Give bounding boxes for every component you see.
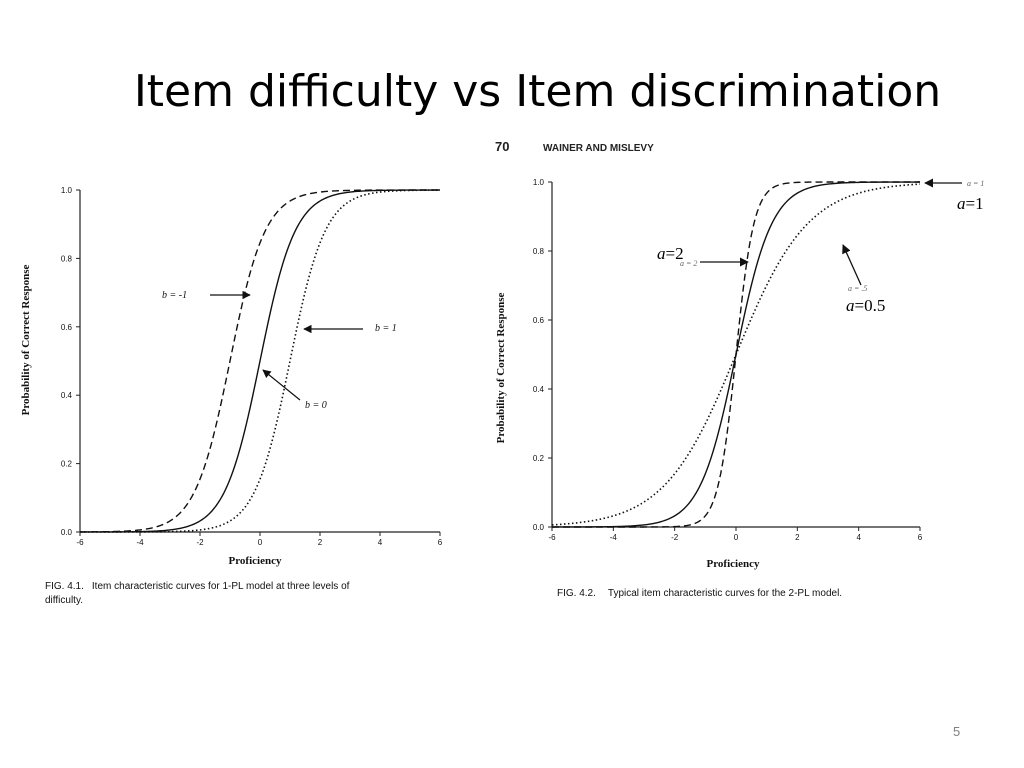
fig1-x-tick-label: 4 [378,538,383,547]
page-number: 5 [953,724,961,739]
fig2-x-tick-label: -6 [548,533,556,542]
fig1-arrow-b-0 [262,369,301,401]
fig1-y-tick-label: 0.8 [61,254,73,263]
fig1-y-tick-label: 1.0 [61,186,73,195]
fig1-x-tick-label: -2 [196,538,204,547]
figure-4-2: -6 -4 -2 0 2 4 6 0.0 0.2 0.4 0.6 0.8 1.0 Probability… [495,178,984,599]
fig2-label-a-05: a=0.5 [846,296,885,315]
fig2-label-a-2: a=2 [657,244,684,263]
fig1-label-b-minus-1: b = -1 [162,290,187,301]
fig2-y-tick-label: 0.2 [533,454,545,463]
fig2-y-axis-label: Probability of Correct Response [495,292,507,443]
fig2-printed-label-a-05: a = .5 [848,284,867,293]
slide-title: Item difficulty vs Item discrimination [133,66,942,117]
figure-4-1: -6 -4 -2 0 2 4 6 0.0 0.2 0.4 0.6 0.8 1.0 Probability… [20,186,443,606]
fig1-label-b-0: b = 0 [305,400,327,411]
fig1-y-tick-label: 0.4 [61,391,73,400]
fig1-y-tick-label: 0.2 [61,460,73,469]
fig2-y-tick-label: 0.0 [533,523,545,532]
fig2-x-tick-label: 2 [795,533,800,542]
fig1-curve-dotted [80,189,441,533]
fig2-caption-text: Typical item characteristic curves for t… [608,588,842,599]
fig1-caption-line2: difficulty. [45,595,83,606]
fig2-arrow-a-05 [842,244,862,286]
fig2-printed-label-a-1: a = 1 [967,179,984,188]
fig1-x-tick-label: -4 [136,538,144,547]
fig2-y-tick-label: 0.4 [533,385,545,394]
fig2-printed-label-a-2: a = 2 [680,259,697,268]
fig2-y-tick-label: 1.0 [533,178,545,187]
fig2-x-tick-label: -2 [671,533,679,542]
fig2-x-tick-label: -4 [610,533,618,542]
fig1-x-tick-label: 2 [318,538,323,547]
fig2-figure-number: FIG. 4.2. [557,588,596,599]
fig2-x-tick-label: 4 [856,533,861,542]
fig2-label-a-1: a=1 [957,194,984,213]
fig1-x-axis-label: Proficiency [229,555,282,567]
fig1-y-tick-label: 0.0 [61,528,73,537]
fig2-y-tick-label: 0.8 [533,247,545,256]
fig1-x-tick-label: -6 [76,538,84,547]
fig1-caption-line1: FIG. 4.1. Item characteristic curves for … [45,581,350,592]
fig1-x-tick-label: 6 [438,538,443,547]
fig1-y-tick-label: 0.6 [61,323,73,332]
fig1-x-tick-label: 0 [258,538,263,547]
fig2-x-tick-label: 0 [734,533,739,542]
fig1-y-axis-label: Probability of Correct Response [20,264,32,415]
fig2-x-axis-label: Proficiency [707,558,760,570]
fig1-figure-number: FIG. 4.1. [45,581,84,592]
fig2-curve-dotted [551,183,921,526]
book-authors: WAINER AND MISLEVY [543,143,654,154]
fig2-caption: FIG. 4.2. Typical item characteristic cur… [557,588,842,599]
fig1-caption-text: Item characteristic curves for 1-PL mode… [92,581,350,592]
fig1-label-b-1: b = 1 [375,323,397,334]
book-page-number: 70 [495,139,509,154]
fig2-y-tick-label: 0.6 [533,316,545,325]
fig2-x-tick-label: 6 [918,533,923,542]
